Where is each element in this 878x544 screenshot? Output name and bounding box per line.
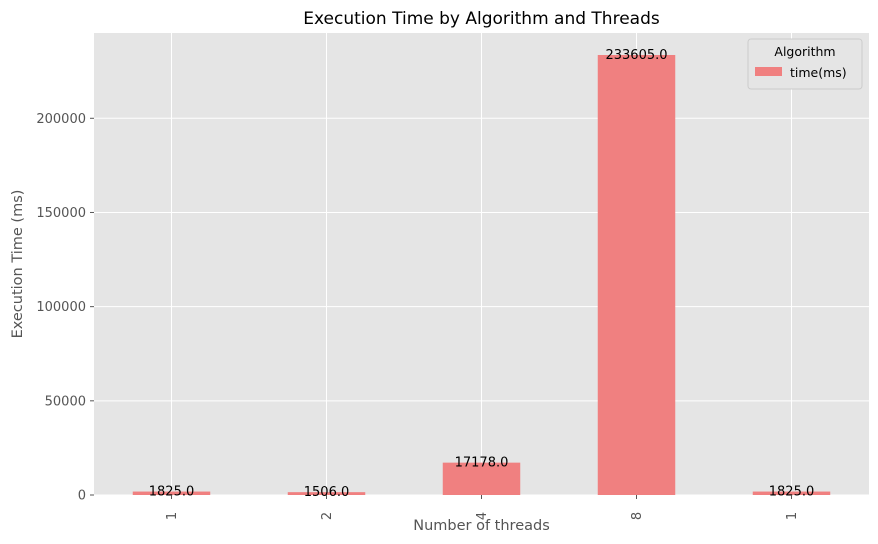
- chart-title: Execution Time by Algorithm and Threads: [303, 9, 660, 29]
- bar: [752, 491, 831, 495]
- x-tick-label: 4: [475, 512, 490, 520]
- y-tick-label: 100000: [36, 300, 86, 315]
- y-axis-label: Execution Time (ms): [10, 190, 26, 339]
- x-axis-ticks: 1 2 4 8 1: [165, 495, 800, 520]
- bar-value-label: 1825.0: [149, 485, 195, 500]
- legend-entry-time-ms: time(ms): [790, 65, 847, 80]
- x-axis-label: Number of threads: [413, 518, 550, 534]
- bar-value-label: 1506.0: [304, 485, 350, 500]
- bars: [132, 54, 831, 496]
- bar-value-label: 233605.0: [605, 48, 667, 63]
- legend-swatch: [755, 67, 782, 76]
- legend-title: Algorithm: [774, 44, 835, 59]
- data-labels: 1825.0 1506.0 17178.0 233605.0 1825.0: [149, 48, 815, 500]
- legend: Algorithm time(ms): [747, 38, 863, 90]
- x-tick-label: 8: [630, 512, 645, 520]
- y-tick-label: 50000: [45, 394, 86, 409]
- bar: [287, 492, 366, 495]
- y-tick-label: 200000: [36, 112, 86, 127]
- y-tick-label: 150000: [36, 206, 86, 221]
- x-tick-label: 2: [320, 512, 335, 520]
- legend-box: [747, 38, 863, 90]
- bar: [442, 462, 521, 495]
- x-tick-label: 1: [785, 512, 800, 520]
- bar: [132, 491, 211, 495]
- x-tick-label: 1: [165, 512, 180, 520]
- y-tick-label: 0: [78, 489, 86, 504]
- bar: [597, 54, 676, 496]
- y-axis-ticks: 0 50000 100000 150000 200000: [36, 112, 94, 504]
- bar-value-label: 17178.0: [455, 456, 509, 471]
- bar-value-label: 1825.0: [769, 485, 815, 500]
